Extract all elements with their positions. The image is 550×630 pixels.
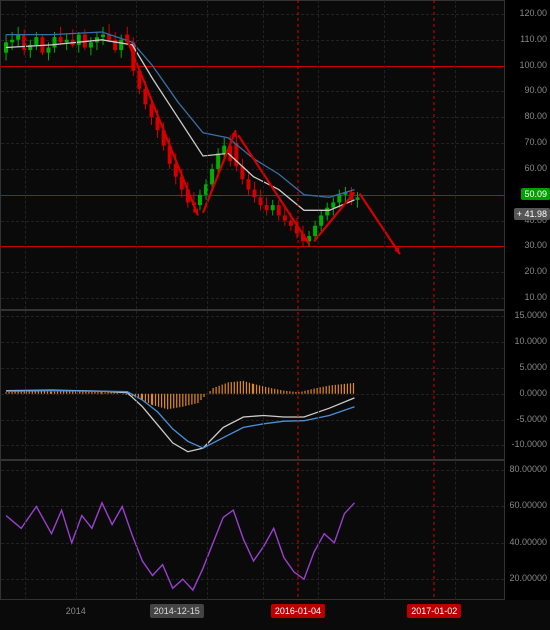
xaxis-label: 2016-01-04 xyxy=(271,604,325,618)
xaxis-label: 2014 xyxy=(62,604,90,618)
rsi-yaxis: 20.00000 40.00000 60.00000 80.00000 xyxy=(505,460,550,600)
price-ytick: 110.00 xyxy=(520,34,547,44)
macd-ytick: -10.0000 xyxy=(511,439,547,449)
macd-ytick: 5.0000 xyxy=(519,362,547,372)
price-tag: + 41.98 xyxy=(514,208,550,220)
price-tag: 50.09 xyxy=(521,188,550,200)
price-ytick: 30.00 xyxy=(524,240,547,250)
rsi-ytick: 60.00000 xyxy=(509,500,547,510)
price-ytick: 20.00 xyxy=(524,266,547,276)
price-yaxis: 10.0020.0030.0040.0050.0060.0070.0080.00… xyxy=(505,0,550,310)
macd-ytick: 10.0000 xyxy=(514,336,547,346)
xaxis-label: 2017-01-02 xyxy=(407,604,461,618)
trading-chart: 10.0020.0030.0040.0050.0060.0070.0080.00… xyxy=(0,0,550,630)
price-ytick: 100.00 xyxy=(519,60,547,70)
macd-yaxis: -10.0000 -5.0000 0.0000 5.0000 10.0000 15.000… xyxy=(505,310,550,460)
price-ytick: 10.00 xyxy=(524,292,547,302)
rsi-ytick: 40.00000 xyxy=(509,537,547,547)
price-ytick: 70.00 xyxy=(524,137,547,147)
xaxis-label: 2014-12-15 xyxy=(150,604,204,618)
price-ytick: 80.00 xyxy=(524,111,547,121)
rsi-ytick: 80.00000 xyxy=(509,464,547,474)
price-ytick: 60.00 xyxy=(524,163,547,173)
time-axis: 2014 2014-12-15 2016-01-04 2017-01-02 xyxy=(0,600,505,630)
macd-ytick: 15.0000 xyxy=(514,310,547,320)
price-ytick: 120.00 xyxy=(519,8,547,18)
price-ytick: 90.00 xyxy=(524,85,547,95)
macd-ytick: 0.0000 xyxy=(519,388,547,398)
macd-ytick: -5.0000 xyxy=(516,414,547,424)
rsi-ytick: 20.00000 xyxy=(509,573,547,583)
